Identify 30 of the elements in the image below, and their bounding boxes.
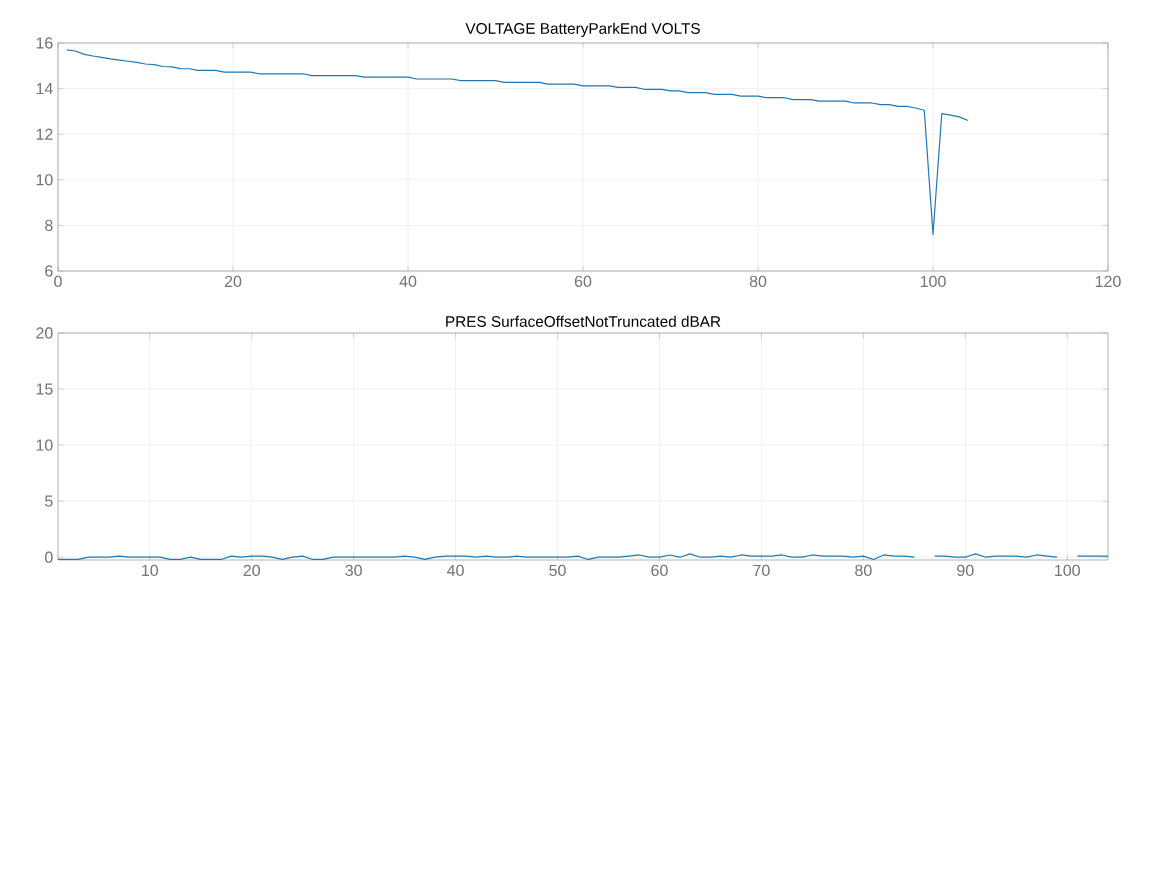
y-tick-label: 16 [36,37,53,49]
y-tick-label: 5 [45,495,53,507]
x-tick-label: 20 [243,564,260,577]
x-tick-label: 70 [753,564,770,577]
x-tick-label: 50 [549,564,566,577]
x-tick-label: 0 [54,275,62,288]
x-tick-label: 40 [399,275,417,288]
y-tick-label: 10 [36,439,53,451]
x-tick-label: 100 [920,275,946,288]
x-tick-label: 90 [957,564,974,577]
y-tick-label: 20 [36,327,53,339]
x-tick-label: 100 [1055,564,1080,577]
y-tick-label: 0 [45,551,53,563]
x-tick-label: 20 [224,275,242,288]
x-tick-label: 10 [142,564,159,577]
y-tick-label: 10 [36,174,53,186]
x-tick-label: 80 [855,564,872,577]
y-tick-label: 8 [45,219,53,232]
chart-title: VOLTAGE BatteryParkEnd VOLTS [465,22,700,37]
x-tick-label: 80 [749,275,767,288]
y-tick-label: 12 [36,128,53,140]
chart-title: PRES SurfaceOffsetNotTruncated dBAR [446,315,721,327]
y-tick-label: 15 [36,383,53,395]
x-tick-label: 60 [651,564,668,577]
x-tick-label: 120 [1095,275,1121,288]
y-tick-label: 14 [36,83,53,95]
x-tick-label: 30 [345,564,362,577]
y-tick-label: 6 [45,265,53,277]
x-tick-label: 40 [447,564,464,577]
x-tick-label: 60 [574,275,592,288]
